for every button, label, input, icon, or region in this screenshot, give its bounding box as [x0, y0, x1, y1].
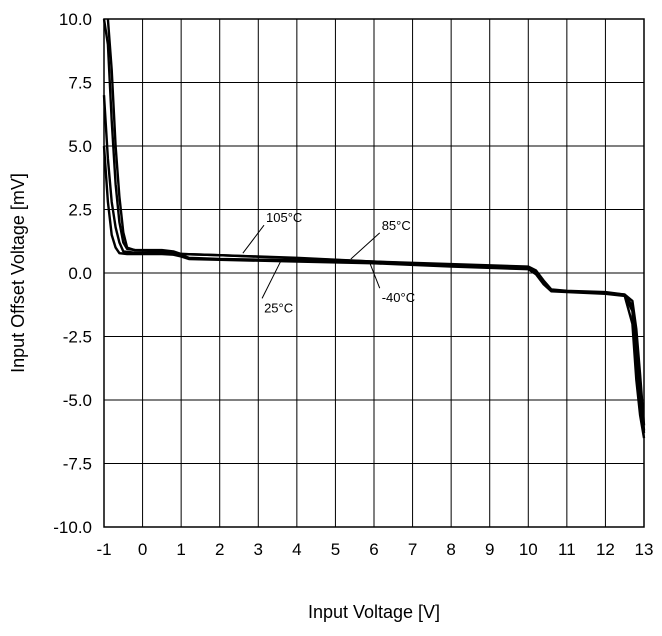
y-tick-label: 0.0 — [68, 264, 92, 283]
x-axis-title: Input Voltage [V] — [308, 602, 440, 622]
annotation-label: -40°C — [382, 290, 415, 305]
x-tick-labels: -1 0 1 2 3 4 5 6 7 8 9 10 11 12 13 — [96, 540, 653, 559]
x-tick-label: 6 — [369, 540, 378, 559]
x-tick-label: 1 — [176, 540, 185, 559]
x-tick-label: 5 — [331, 540, 340, 559]
x-tick-label: 2 — [215, 540, 224, 559]
annotation-label: 85°C — [382, 218, 411, 233]
x-tick-label: 4 — [292, 540, 301, 559]
y-tick-label: -2.5 — [63, 328, 92, 347]
annotation-leader — [369, 263, 381, 289]
x-tick-label: 0 — [138, 540, 147, 559]
y-tick-label: 2.5 — [68, 201, 92, 220]
x-tick-label: 9 — [485, 540, 494, 559]
y-tick-label: 7.5 — [68, 74, 92, 93]
x-tick-label: 10 — [519, 540, 538, 559]
y-tick-labels: 10.0 7.5 5.0 2.5 0.0 -2.5 -5.0 -7.5 -10.0 — [53, 10, 92, 537]
annotation-leader — [261, 259, 282, 299]
x-tick-label: 3 — [254, 540, 263, 559]
annotation-leader — [242, 224, 265, 254]
x-tick-label: 8 — [446, 540, 455, 559]
y-tick-label: 5.0 — [68, 137, 92, 156]
series-line — [106, 18, 646, 426]
x-tick-label: 12 — [596, 540, 615, 559]
plot-frame — [103, 18, 645, 528]
y-axis-title: Input Offset Voltage [mV] — [8, 173, 28, 373]
annotation-label: 25°C — [264, 300, 293, 315]
x-tick-label: 11 — [558, 540, 576, 559]
x-tick-label: 7 — [408, 540, 417, 559]
y-tick-label: -7.5 — [63, 455, 92, 474]
grid — [103, 18, 645, 528]
series-lines — [102, 18, 646, 439]
y-tick-label: -5.0 — [63, 391, 92, 410]
annotations: 105°C 85°C 25°C -40°C — [242, 210, 415, 315]
annotation-leader — [350, 232, 381, 260]
x-tick-label: -1 — [96, 540, 111, 559]
annotation-label: 105°C — [266, 210, 302, 225]
series-line — [102, 145, 646, 439]
y-tick-label: -10.0 — [53, 518, 92, 537]
y-tick-label: 10.0 — [59, 10, 92, 29]
x-tick-label: 13 — [635, 540, 654, 559]
